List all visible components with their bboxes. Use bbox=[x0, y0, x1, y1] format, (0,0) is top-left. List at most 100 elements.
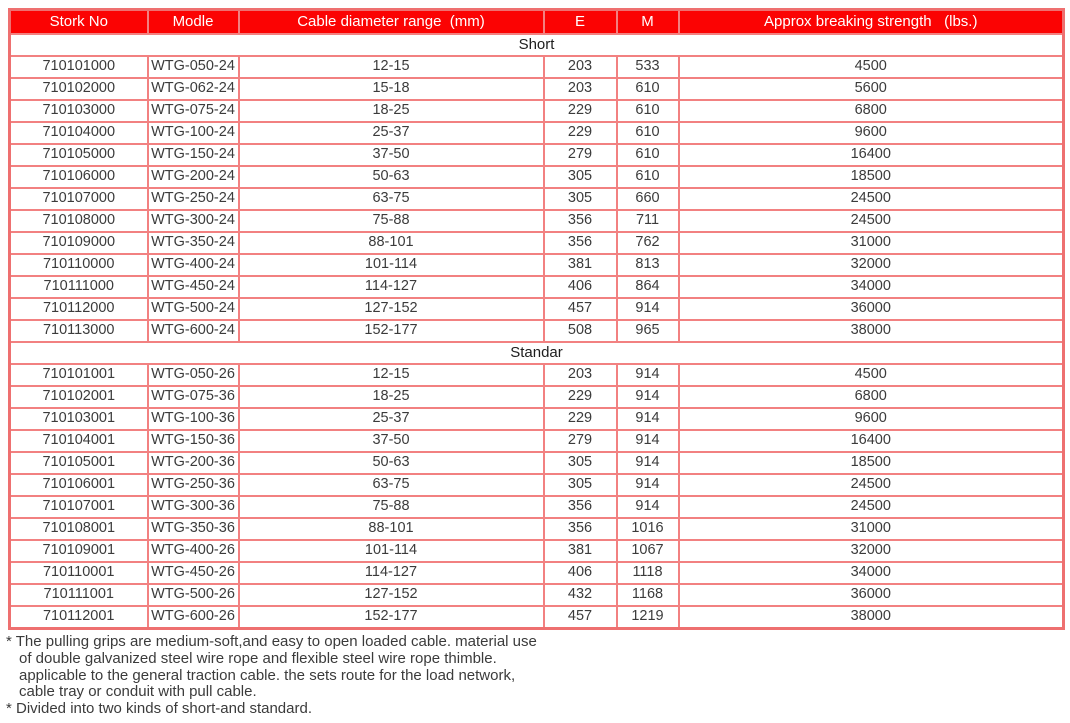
cell: 63-75 bbox=[237, 187, 545, 211]
table-row: 710105000 WTG-150-24 37-50 279 610 16400 bbox=[8, 143, 1065, 167]
table-row: 710110000 WTG-400-24 101-114 381 813 32000 bbox=[8, 253, 1065, 277]
cell: WTG-400-26 bbox=[146, 539, 240, 563]
table-row: 710111001 WTG-500-26 127-152 432 1168 36000 bbox=[8, 583, 1065, 607]
cell: 75-88 bbox=[237, 495, 545, 519]
table-row: 710104000 WTG-100-24 25-37 229 610 9600 bbox=[8, 121, 1065, 145]
cell: 25-37 bbox=[237, 121, 545, 145]
cell: WTG-400-24 bbox=[146, 253, 240, 277]
footnote-continuation: cable tray or conduit with pull cable. bbox=[19, 683, 257, 701]
cell: 279 bbox=[542, 143, 618, 167]
cell: 305 bbox=[542, 165, 618, 189]
cell: 50-63 bbox=[237, 165, 545, 189]
cell: WTG-600-26 bbox=[146, 605, 240, 630]
cell: 965 bbox=[615, 319, 680, 343]
table-row: 710102000 WTG-062-24 15-18 203 610 5600 bbox=[8, 77, 1065, 101]
cell: 12-15 bbox=[237, 363, 545, 387]
cell: 710105001 bbox=[8, 451, 149, 475]
cell: 356 bbox=[542, 209, 618, 233]
cell: 38000 bbox=[677, 319, 1065, 343]
cell: 914 bbox=[615, 407, 680, 431]
cell: 533 bbox=[615, 55, 680, 79]
cell: 9600 bbox=[677, 407, 1065, 431]
cell: 15-18 bbox=[237, 77, 545, 101]
column-header: Modle bbox=[146, 8, 240, 35]
section-row: Short bbox=[8, 33, 1065, 57]
cell: 152-177 bbox=[237, 605, 545, 630]
cell: WTG-075-24 bbox=[146, 99, 240, 123]
cell: 229 bbox=[542, 407, 618, 431]
cell: 36000 bbox=[677, 583, 1065, 607]
cell: WTG-300-24 bbox=[146, 209, 240, 233]
cell: 710107000 bbox=[8, 187, 149, 211]
cell: 710112000 bbox=[8, 297, 149, 321]
cell: 37-50 bbox=[237, 143, 545, 167]
cell: 914 bbox=[615, 363, 680, 387]
cell: 710113000 bbox=[8, 319, 149, 343]
cell: 864 bbox=[615, 275, 680, 299]
cell: WTG-450-24 bbox=[146, 275, 240, 299]
cell: WTG-250-36 bbox=[146, 473, 240, 497]
cell: 203 bbox=[542, 363, 618, 387]
cell: 356 bbox=[542, 517, 618, 541]
table-row: 710109000 WTG-350-24 88-101 356 762 31000 bbox=[8, 231, 1065, 255]
cell: WTG-450-26 bbox=[146, 561, 240, 585]
cell: 305 bbox=[542, 187, 618, 211]
column-header: Cable diameter range (mm) bbox=[237, 8, 545, 35]
cell: 16400 bbox=[677, 429, 1065, 453]
cell: 710102001 bbox=[8, 385, 149, 409]
table-row: 710105001 WTG-200-36 50-63 305 914 18500 bbox=[8, 451, 1065, 475]
table-row: 710113000 WTG-600-24 152-177 508 965 38000 bbox=[8, 319, 1065, 343]
cell: 610 bbox=[615, 99, 680, 123]
cell: WTG-050-24 bbox=[146, 55, 240, 79]
cell: WTG-600-24 bbox=[146, 319, 240, 343]
cell: 25-37 bbox=[237, 407, 545, 431]
cell: 710112001 bbox=[8, 605, 149, 630]
table-row: 710103000 WTG-075-24 18-25 229 610 6800 bbox=[8, 99, 1065, 123]
cell: 1168 bbox=[615, 583, 680, 607]
cell: WTG-350-36 bbox=[146, 517, 240, 541]
cell: WTG-350-24 bbox=[146, 231, 240, 255]
cell: 711 bbox=[615, 209, 680, 233]
table-row: 710101001 WTG-050-26 12-15 203 914 4500 bbox=[8, 363, 1065, 387]
cell: 762 bbox=[615, 231, 680, 255]
table-row: 710110001 WTG-450-26 114-127 406 1118 34000 bbox=[8, 561, 1065, 585]
cell: 305 bbox=[542, 451, 618, 475]
cell: 31000 bbox=[677, 231, 1065, 255]
table-row: 710104001 WTG-150-36 37-50 279 914 16400 bbox=[8, 429, 1065, 453]
table-row: 710101000 WTG-050-24 12-15 203 533 4500 bbox=[8, 55, 1065, 79]
cell: 114-127 bbox=[237, 275, 545, 299]
table-row: 710108001 WTG-350-36 88-101 356 1016 31000 bbox=[8, 517, 1065, 541]
cell: 1067 bbox=[615, 539, 680, 563]
cell: 710109001 bbox=[8, 539, 149, 563]
cell: 1016 bbox=[615, 517, 680, 541]
cell: 63-75 bbox=[237, 473, 545, 497]
cell: 813 bbox=[615, 253, 680, 277]
table-row: 710102001 WTG-075-36 18-25 229 914 6800 bbox=[8, 385, 1065, 409]
cell: 6800 bbox=[677, 385, 1065, 409]
cell: 152-177 bbox=[237, 319, 545, 343]
table-row: 710109001 WTG-400-26 101-114 381 1067 32000 bbox=[8, 539, 1065, 563]
cell: 203 bbox=[542, 55, 618, 79]
cell: 36000 bbox=[677, 297, 1065, 321]
cell: 88-101 bbox=[237, 231, 545, 255]
product-table: Stork No Modle Cable diameter range (mm) E M… bbox=[8, 8, 1065, 630]
cell: 710110001 bbox=[8, 561, 149, 585]
cell: 356 bbox=[542, 495, 618, 519]
cell: 508 bbox=[542, 319, 618, 343]
table-row: 710103001 WTG-100-36 25-37 229 914 9600 bbox=[8, 407, 1065, 431]
header-row: Stork No Modle Cable diameter range (mm) E M… bbox=[8, 8, 1065, 35]
cell: 457 bbox=[542, 605, 618, 630]
cell: WTG-150-36 bbox=[146, 429, 240, 453]
cell: 6800 bbox=[677, 99, 1065, 123]
cell: 432 bbox=[542, 583, 618, 607]
cell: 34000 bbox=[677, 561, 1065, 585]
cell: 710103000 bbox=[8, 99, 149, 123]
cell: 356 bbox=[542, 231, 618, 255]
cell: 1219 bbox=[615, 605, 680, 630]
section-row: Standar bbox=[8, 341, 1065, 365]
cell: WTG-500-24 bbox=[146, 297, 240, 321]
cell: WTG-200-24 bbox=[146, 165, 240, 189]
table-row: 710112001 WTG-600-26 152-177 457 1219 38000 bbox=[8, 605, 1065, 630]
table-row: 710107000 WTG-250-24 63-75 305 660 24500 bbox=[8, 187, 1065, 211]
cell: WTG-100-24 bbox=[146, 121, 240, 145]
